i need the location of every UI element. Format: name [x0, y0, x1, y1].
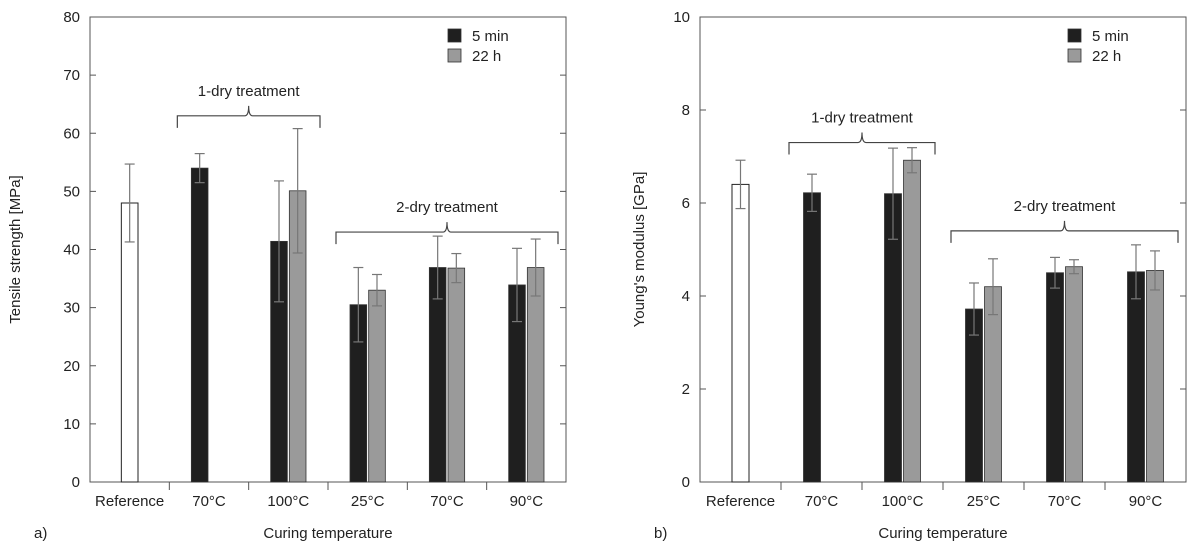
- legend-label: 5 min: [1092, 28, 1129, 45]
- legend-swatch: [447, 48, 462, 63]
- y-tick-label: 50: [63, 183, 80, 200]
- bar-series2: [984, 286, 1002, 483]
- bar-series1: [1046, 272, 1064, 483]
- y-tick-label: 10: [63, 416, 80, 433]
- chart-panel-a: 0 10 20 30 40 50 60 70 80 Reference 70°C 100°C 25°C 7…: [7, 9, 567, 542]
- y-tick-label: 0: [72, 474, 80, 491]
- y-tick-label: 2: [682, 381, 690, 398]
- x-tick-label: Reference: [95, 493, 164, 510]
- bar-series2: [368, 289, 386, 483]
- y-axis-title: Young's modulus [GPa]: [631, 172, 648, 328]
- bar-series2: [1065, 266, 1083, 483]
- bar-series1: [190, 167, 209, 483]
- legend-label: 22 h: [472, 48, 501, 65]
- plot-area: [699, 16, 1187, 483]
- x-tick-label: 25°C: [967, 493, 1001, 510]
- annotation-label: 2-dry treatment: [396, 199, 499, 216]
- chart-panel-b: 0 2 4 6 8 10 Reference 70°C 100°C 25°C 70°C 90°C Cur…: [631, 9, 1187, 542]
- y-tick-label: 0: [682, 474, 690, 491]
- y-tick-label: 40: [63, 242, 80, 259]
- y-tick-label: 10: [673, 9, 690, 26]
- bar-series1: [428, 267, 447, 483]
- bar-series2: [903, 159, 921, 483]
- plot-area: [89, 16, 567, 483]
- bar-reference: [731, 183, 750, 483]
- annotation-brace: [335, 222, 559, 245]
- panel-label: b): [654, 525, 667, 542]
- annotation-label: 1-dry treatment: [811, 110, 914, 127]
- y-tick-label: 6: [682, 195, 690, 212]
- annotation-brace: [176, 105, 321, 128]
- legend-label: 5 min: [472, 28, 509, 45]
- annotation-brace: [950, 220, 1179, 243]
- legend-swatch: [1067, 48, 1082, 63]
- y-tick-label: 20: [63, 358, 80, 375]
- bar-reference: [120, 202, 139, 483]
- annotation-brace: [788, 132, 936, 155]
- x-tick-label: 70°C: [1048, 493, 1082, 510]
- legend-swatch: [447, 28, 462, 43]
- y-tick-label: 70: [63, 67, 80, 84]
- y-tick-label: 4: [682, 288, 690, 305]
- x-tick-label: 90°C: [1129, 493, 1163, 510]
- bar-series1: [1127, 271, 1145, 483]
- x-tick-label: 100°C: [882, 493, 924, 510]
- y-axis-title: Tensile strength [MPa]: [7, 175, 24, 323]
- x-tick-label: 70°C: [805, 493, 839, 510]
- x-tick-label: 100°C: [267, 493, 309, 510]
- y-tick-label: 30: [63, 300, 80, 317]
- legend-swatch: [1067, 28, 1082, 43]
- y-tick-label: 8: [682, 102, 690, 119]
- bar-series2: [526, 267, 545, 483]
- x-tick-label: 90°C: [510, 493, 544, 510]
- panel-label: a): [34, 525, 47, 542]
- x-tick-label: 25°C: [351, 493, 385, 510]
- annotation-label: 2-dry treatment: [1014, 198, 1117, 215]
- legend-label: 22 h: [1092, 48, 1121, 65]
- bar-series2: [447, 267, 466, 483]
- x-tick-label: Reference: [706, 493, 775, 510]
- x-axis-title: Curing temperature: [878, 525, 1007, 542]
- bar-series1: [803, 192, 821, 483]
- x-axis-title: Curing temperature: [263, 525, 392, 542]
- annotation-label: 1-dry treatment: [198, 83, 301, 100]
- y-tick-label: 60: [63, 125, 80, 142]
- y-tick-label: 80: [63, 9, 80, 26]
- x-tick-label: 70°C: [192, 493, 226, 510]
- bar-series2: [1146, 270, 1164, 483]
- x-tick-label: 70°C: [430, 493, 464, 510]
